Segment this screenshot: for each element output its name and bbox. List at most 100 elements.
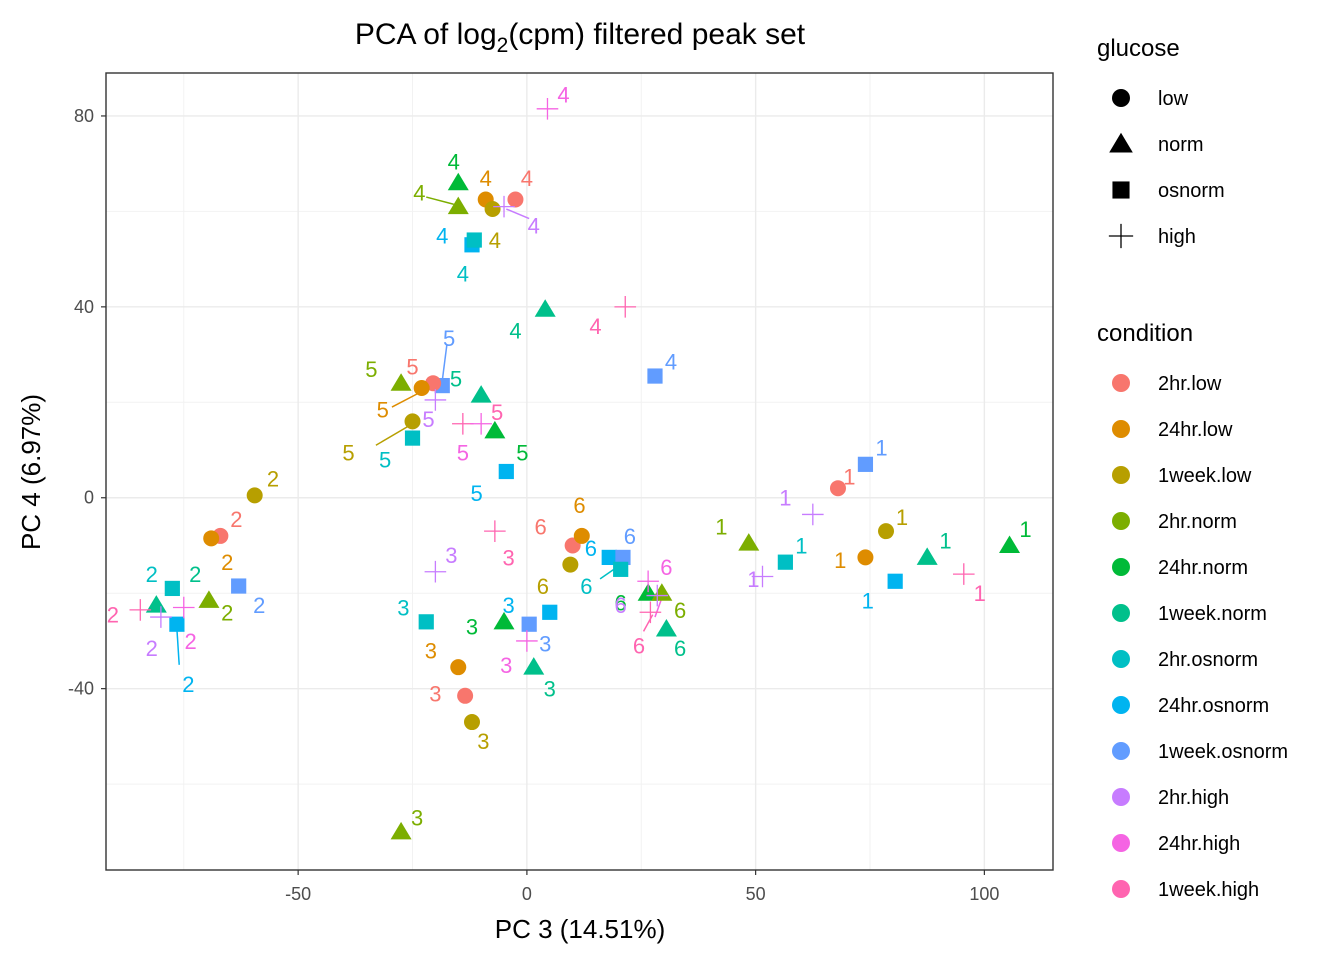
label-leader-line — [176, 628, 180, 665]
label-leader-line — [375, 423, 413, 446]
point-label: 5 — [365, 357, 377, 382]
data-point — [246, 487, 263, 504]
data-point — [857, 549, 874, 566]
point-label: 6 — [674, 598, 686, 623]
data-point — [573, 527, 590, 544]
point-label: 6 — [585, 536, 597, 561]
legend-key-color — [1112, 512, 1130, 530]
data-point — [521, 616, 537, 632]
leader-lines — [176, 196, 663, 665]
point-label: 1 — [1019, 517, 1031, 542]
point-label: 5 — [450, 366, 462, 391]
color-legend-label: 2hr.low — [1158, 373, 1222, 395]
point-label: 4 — [448, 149, 460, 174]
data-point — [523, 657, 545, 675]
data-point — [613, 561, 629, 577]
point-label: 5 — [406, 355, 418, 380]
point-label: 2 — [185, 629, 197, 654]
color-legend-label: 24hr.norm — [1158, 557, 1248, 579]
point-label: 3 — [502, 593, 514, 618]
data-point — [484, 201, 501, 218]
data-point — [493, 195, 515, 218]
data-point — [878, 523, 895, 540]
data-point — [470, 385, 492, 403]
point-label: 4 — [480, 166, 492, 191]
legend-key-color — [1112, 374, 1130, 392]
shape-legend-title: glucose — [1097, 35, 1180, 62]
data-point — [999, 535, 1021, 553]
x-tick-label: 100 — [969, 884, 999, 904]
data-point — [404, 413, 421, 430]
point-label: 1 — [896, 505, 908, 530]
point-label: 4 — [557, 82, 569, 107]
point-label: 3 — [429, 681, 441, 706]
x-axis-title: PC 3 (14.51%) — [495, 914, 666, 944]
data-point — [450, 659, 467, 676]
color-legend-label: 1week.high — [1158, 879, 1259, 901]
data-point — [150, 606, 172, 628]
y-tick-label: -40 — [68, 679, 94, 699]
point-label: 2 — [221, 550, 233, 575]
point-label: 5 — [470, 481, 482, 506]
legend-key-color — [1112, 650, 1130, 668]
data-point — [738, 533, 760, 551]
data-point — [452, 412, 474, 435]
point-label: 1 — [715, 514, 727, 539]
point-label: 4 — [457, 261, 469, 286]
data-point — [647, 368, 663, 384]
legend-key-circle — [1112, 89, 1130, 107]
shape-legend: glucose low norm osnorm high — [1097, 35, 1225, 249]
point-label: 6 — [615, 591, 627, 616]
color-legend-label: 2hr.osnorm — [1158, 649, 1258, 671]
data-point — [639, 601, 662, 624]
point-label: 1 — [795, 533, 807, 558]
x-tick-label: -50 — [285, 884, 311, 904]
point-label: 3 — [445, 543, 457, 568]
point-label: 3 — [411, 806, 423, 831]
point-label: 1 — [779, 486, 791, 511]
y-tick-label: 0 — [84, 488, 94, 508]
shape-legend-label: norm — [1158, 134, 1204, 156]
data-point — [507, 191, 524, 208]
data-point — [447, 172, 469, 191]
label-leader-line — [441, 344, 448, 381]
point-label: 6 — [660, 555, 672, 580]
point-label: 2 — [146, 562, 158, 587]
point-label: 4 — [665, 350, 677, 375]
data-point — [916, 547, 938, 565]
point-label: 5 — [422, 407, 434, 432]
label-leader-line — [391, 392, 420, 408]
y-tick-label: 40 — [74, 297, 94, 317]
data-point — [418, 614, 434, 630]
point-label: 6 — [573, 493, 585, 518]
point-label: 2 — [253, 593, 265, 618]
point-label: 1 — [974, 581, 986, 606]
data-point — [516, 630, 538, 652]
data-point — [484, 520, 506, 542]
point-label: 6 — [580, 574, 592, 599]
data-point — [164, 580, 180, 597]
label-leader-line — [506, 208, 530, 220]
data-point — [952, 563, 975, 585]
color-legend-label: 24hr.high — [1158, 833, 1240, 855]
data-point — [601, 549, 617, 566]
x-tick-label: 50 — [746, 884, 766, 904]
point-label: 3 — [500, 653, 512, 678]
data-point — [493, 611, 515, 630]
chart-title: PCA of log2(cpm) filtered peak set — [355, 18, 806, 57]
data-point — [498, 463, 514, 480]
point-label: 2 — [182, 672, 194, 697]
data-point — [829, 480, 846, 497]
point-label: 1 — [843, 464, 855, 489]
point-label: 6 — [674, 636, 686, 661]
point-label: 6 — [534, 514, 546, 539]
point-label: 5 — [491, 400, 503, 425]
color-legend-label: 1week.osnorm — [1158, 741, 1288, 763]
legend-key-color — [1112, 788, 1130, 806]
data-point — [172, 596, 195, 619]
point-label: 3 — [477, 729, 489, 754]
data-point — [466, 232, 482, 248]
point-label: 3 — [539, 631, 551, 656]
color-legend-title: condition — [1097, 320, 1193, 347]
plot-panel-border — [105, 72, 1054, 871]
